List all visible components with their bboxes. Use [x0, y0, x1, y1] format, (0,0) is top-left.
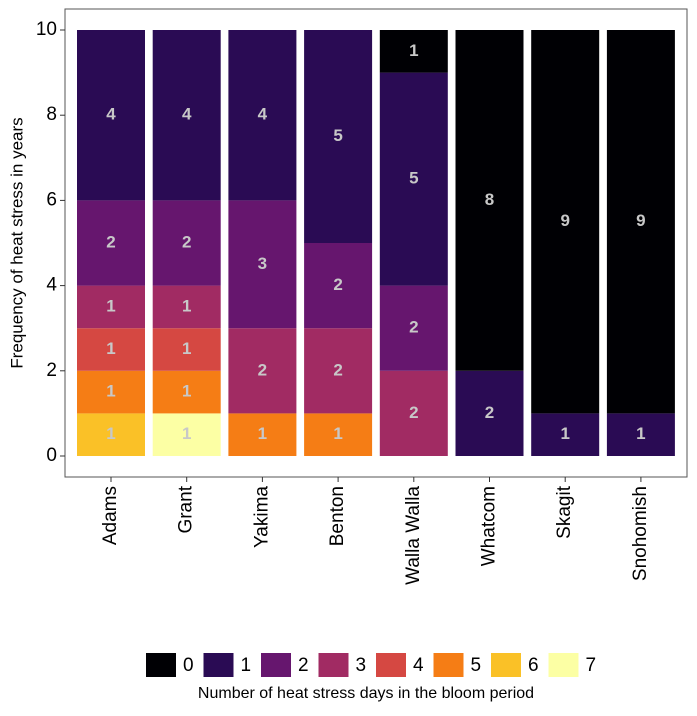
value-label: 1	[333, 424, 342, 443]
legend-label: 2	[298, 655, 309, 676]
bar-segment	[152, 328, 221, 371]
x-tick-label: Whatcom	[479, 486, 500, 566]
bar-segment	[152, 285, 221, 329]
bar-segment	[531, 30, 600, 414]
bar-segment	[304, 328, 373, 414]
x-tick-label: Adams	[100, 486, 121, 545]
legend-key	[548, 653, 579, 677]
legend-label: 4	[413, 655, 424, 676]
value-label: 1	[106, 424, 115, 443]
value-label: 5	[333, 126, 342, 145]
x-tick-label: Benton	[327, 486, 348, 546]
bar-segment	[77, 370, 145, 414]
value-label: 9	[636, 211, 645, 230]
x-tick-label: Grant	[176, 485, 197, 533]
bar-segment	[531, 413, 600, 456]
bar-segment	[228, 30, 297, 201]
value-label: 1	[182, 339, 191, 358]
legend-label: 7	[586, 655, 597, 676]
bar-segment	[379, 30, 448, 73]
legend-label: 5	[471, 655, 482, 676]
legend-label: 3	[356, 655, 367, 676]
bar-segment	[77, 30, 145, 201]
bar-segment	[304, 243, 373, 329]
value-label: 2	[409, 318, 418, 337]
legend-key	[146, 653, 176, 677]
value-label: 4	[258, 105, 268, 124]
legend-key	[318, 653, 349, 677]
x-tick-label: Skagit	[554, 485, 575, 539]
value-label: 2	[485, 403, 494, 422]
value-label: 2	[409, 403, 418, 422]
bar-segment	[606, 30, 675, 414]
y-tick-label: 10	[36, 19, 57, 40]
legend-label: 6	[528, 655, 539, 676]
value-label: 4	[106, 105, 116, 124]
value-label: 3	[258, 254, 267, 273]
y-axis-title: Frequency of heat stress in years	[7, 117, 26, 368]
bar-segment	[228, 413, 297, 456]
bar-segment	[304, 413, 373, 456]
bar-segment	[77, 200, 145, 286]
value-label: 1	[182, 424, 191, 443]
value-label: 2	[333, 275, 342, 294]
value-label: 1	[106, 382, 115, 401]
bar-segment	[228, 328, 297, 414]
bar-segment	[152, 413, 221, 456]
value-label: 1	[409, 41, 418, 60]
bar-segment	[379, 370, 448, 456]
value-label: 9	[560, 211, 569, 230]
y-tick-label: 6	[46, 189, 57, 210]
bar-segment	[455, 30, 524, 371]
legend-label: 0	[183, 655, 194, 676]
bar-segment	[152, 30, 221, 201]
value-label: 1	[106, 339, 115, 358]
value-label: 8	[485, 190, 494, 209]
value-label: 2	[106, 232, 115, 251]
value-label: 2	[333, 360, 342, 379]
bar-segment	[152, 200, 221, 286]
y-tick-label: 0	[46, 445, 57, 466]
value-label: 4	[182, 105, 192, 124]
value-label: 1	[106, 296, 115, 315]
bar-segment	[379, 285, 448, 371]
x-tick-label: Yakima	[251, 486, 272, 548]
value-label: 1	[182, 296, 191, 315]
legend-key	[491, 653, 521, 677]
bar-segment	[228, 200, 297, 329]
legend-key	[376, 653, 406, 677]
value-label: 2	[182, 232, 191, 251]
x-tick-label: Walla Walla	[403, 486, 424, 585]
bar-segment	[77, 285, 145, 329]
bar-segment	[606, 413, 675, 456]
bar-segment	[152, 370, 221, 414]
value-label: 1	[258, 424, 267, 443]
bar-segment	[379, 72, 448, 286]
y-tick-label: 4	[46, 275, 57, 296]
legend-key	[261, 653, 291, 677]
y-tick-label: 8	[46, 104, 57, 125]
value-label: 1	[560, 424, 569, 443]
panel-border	[64, 8, 688, 478]
y-tick-label: 2	[46, 360, 57, 381]
legend-title: Number of heat stress days in the bloom …	[198, 685, 534, 702]
bar-segment	[77, 413, 145, 456]
legend-key	[433, 653, 464, 677]
legend-label: 1	[241, 655, 252, 676]
value-label: 1	[636, 424, 645, 443]
bar-segment	[455, 370, 524, 456]
value-label: 1	[182, 382, 191, 401]
value-label: 5	[409, 169, 418, 188]
legend-key	[203, 653, 234, 677]
bar-segment	[77, 328, 145, 371]
x-tick-label: Snohomish	[630, 486, 651, 581]
bar-segment	[304, 30, 373, 243]
value-label: 2	[258, 360, 267, 379]
